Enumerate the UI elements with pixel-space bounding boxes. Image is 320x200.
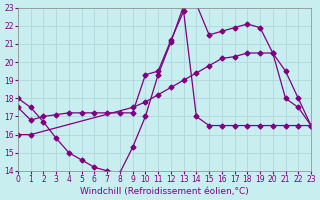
X-axis label: Windchill (Refroidissement éolien,°C): Windchill (Refroidissement éolien,°C) — [80, 187, 249, 196]
